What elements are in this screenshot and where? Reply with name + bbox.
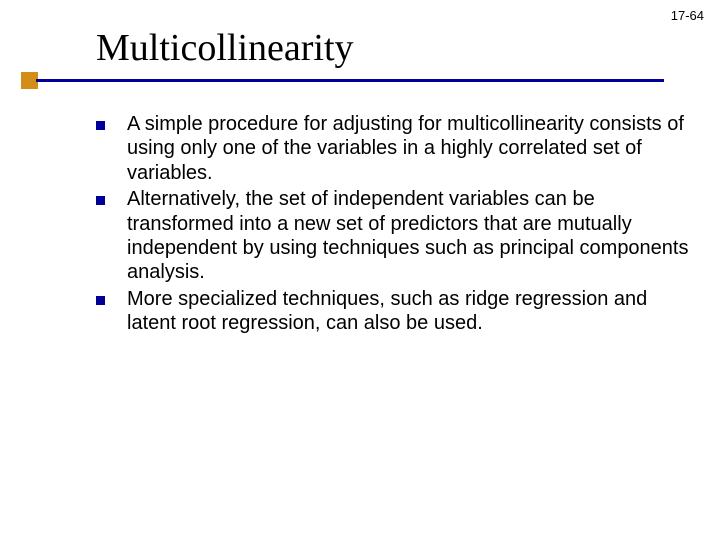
title-block: Multicollinearity [0, 28, 720, 86]
list-item: More specialized techniques, such as rid… [96, 287, 690, 336]
body-content: A simple procedure for adjusting for mul… [96, 112, 690, 338]
title-underline [0, 76, 720, 86]
list-item: A simple procedure for adjusting for mul… [96, 112, 690, 185]
underline-bar [36, 79, 664, 82]
square-bullet-icon [96, 296, 105, 305]
slide: 17-64 Multicollinearity A simple procedu… [0, 0, 720, 540]
square-bullet-icon [96, 121, 105, 130]
list-item: Alternatively, the set of independent va… [96, 187, 690, 285]
list-item-text: Alternatively, the set of independent va… [127, 187, 690, 285]
square-bullet-icon [96, 196, 105, 205]
list-item-text: A simple procedure for adjusting for mul… [127, 112, 690, 185]
page-number: 17-64 [671, 8, 704, 23]
slide-title: Multicollinearity [96, 28, 720, 70]
list-item-text: More specialized techniques, such as rid… [127, 287, 690, 336]
